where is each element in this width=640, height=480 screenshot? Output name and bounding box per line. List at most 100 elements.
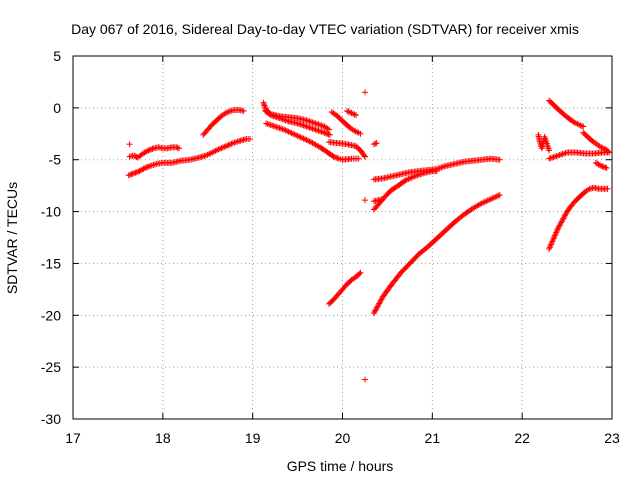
data-point: [405, 176, 412, 183]
data-point: [315, 127, 322, 134]
data-point: [418, 170, 425, 177]
data-point: [302, 123, 309, 130]
data-point: [309, 119, 316, 126]
data-point: [260, 99, 267, 106]
data-point: [554, 226, 561, 233]
data-point: [374, 303, 381, 310]
data-point: [558, 218, 565, 225]
data-point: [128, 171, 135, 178]
y-tick-label: 5: [53, 48, 61, 64]
data-point: [559, 216, 566, 223]
data-point: [357, 130, 364, 137]
y-tick-label: -20: [41, 307, 61, 323]
data-point: [279, 126, 286, 133]
data-point: [311, 119, 318, 126]
data-point: [317, 128, 324, 135]
plot-frame: [72, 55, 613, 420]
data-point: [361, 197, 368, 204]
data-point: [496, 191, 503, 198]
data-point: [606, 149, 613, 156]
data-point: [320, 129, 327, 136]
data-point: [264, 120, 271, 127]
data-point: [146, 146, 153, 153]
x-axis-label: GPS time / hours: [287, 458, 394, 474]
data-point: [129, 170, 136, 177]
data-point: [305, 117, 312, 124]
data-point: [546, 147, 553, 154]
data-point: [492, 194, 499, 201]
data-point: [326, 131, 333, 138]
data-point: [131, 170, 138, 177]
data-point: [321, 129, 328, 136]
data-point: [281, 126, 288, 133]
data-point: [577, 122, 584, 129]
data-point: [412, 172, 419, 179]
data-point: [279, 116, 286, 123]
data-point: [333, 154, 340, 161]
data-point: [272, 123, 279, 130]
data-point: [552, 153, 559, 160]
chart-title: Day 067 of 2016, Sidereal Day-to-day VTE…: [71, 21, 579, 37]
data-point: [548, 241, 555, 248]
data-point: [221, 143, 228, 150]
data-point: [559, 151, 566, 158]
data-point: [602, 164, 609, 171]
data-point: [132, 169, 139, 176]
data-point: [315, 121, 322, 128]
data-point: [216, 145, 223, 152]
data-point: [486, 196, 493, 203]
data-point: [379, 196, 386, 203]
data-point: [227, 141, 234, 148]
data-point: [225, 108, 232, 115]
data-point: [558, 219, 565, 226]
data-point: [371, 308, 378, 315]
data-point: [282, 127, 289, 134]
data-point: [299, 134, 306, 141]
data-point: [224, 142, 231, 149]
data-point: [309, 125, 316, 132]
data-point: [125, 172, 132, 179]
y-tick-label: 0: [53, 100, 61, 116]
data-point: [291, 131, 298, 138]
data-point: [361, 89, 368, 96]
data-point: [312, 120, 319, 127]
data-point: [135, 168, 142, 175]
data-point: [148, 146, 155, 153]
data-point: [284, 117, 291, 124]
data-point: [546, 244, 553, 251]
data-point: [551, 234, 558, 241]
data-point: [406, 175, 413, 182]
data-point: [415, 171, 422, 178]
data-point: [331, 154, 338, 161]
data-point: [144, 163, 151, 170]
data-point: [275, 114, 282, 121]
data-point: [218, 145, 225, 152]
data-point: [361, 376, 368, 383]
data-point: [270, 113, 277, 120]
data-point: [293, 132, 300, 139]
data-point: [317, 121, 324, 128]
data-point: [402, 177, 409, 184]
data-point: [267, 112, 274, 119]
data-point: [127, 171, 134, 178]
data-point: [300, 135, 307, 142]
data-point: [234, 138, 241, 145]
data-point: [441, 163, 448, 170]
data-point: [151, 161, 158, 168]
data-point: [140, 165, 147, 172]
data-point: [552, 231, 559, 238]
data-point: [550, 235, 557, 242]
data-point: [356, 270, 363, 277]
data-point: [322, 130, 329, 137]
data-point: [555, 223, 562, 230]
data-point: [345, 108, 352, 115]
data-points: [125, 89, 613, 383]
data-point: [312, 126, 319, 133]
data-point: [561, 214, 568, 221]
data-point: [555, 152, 562, 159]
data-point: [273, 124, 280, 131]
data-point: [297, 134, 304, 141]
data-point: [487, 196, 494, 203]
data-point: [436, 165, 443, 172]
data-point: [562, 211, 569, 218]
